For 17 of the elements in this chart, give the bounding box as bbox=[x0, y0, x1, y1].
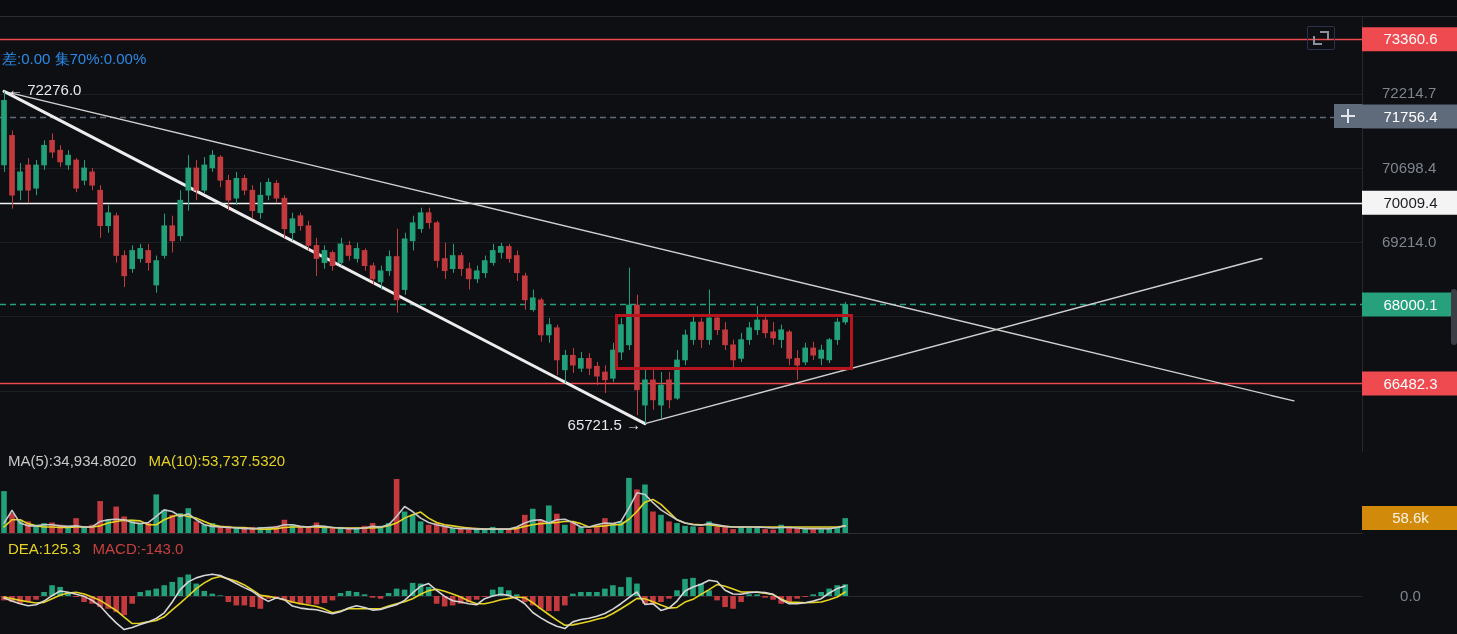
y-tick-label: 72214.7 bbox=[1381, 84, 1437, 102]
ref-line-label: 66482.3 bbox=[1383, 374, 1438, 392]
text: DEA:125.3 bbox=[8, 540, 81, 558]
series-label: MACD:-143.0 bbox=[92, 540, 184, 558]
ref-line-label: 0.0 bbox=[1400, 587, 1421, 605]
text: MA(5):34,934.8020 bbox=[8, 452, 137, 470]
ref-line-label: 70009.4 bbox=[1383, 193, 1438, 211]
annotation: 65721.5 → bbox=[567, 415, 641, 433]
text: MA(10):53,737.5320 bbox=[148, 452, 286, 470]
y-tick-label: 70698.4 bbox=[1381, 158, 1437, 176]
ref-line-label: 71756.4 bbox=[1383, 107, 1438, 125]
ref-line-label: 73360.6 bbox=[1383, 30, 1438, 48]
annotation: ← 72276.0 bbox=[8, 81, 82, 99]
text: 58.6k bbox=[1392, 509, 1430, 527]
y-tick-label: 69214.0 bbox=[1381, 232, 1437, 250]
ref-line-label: 68000.1 bbox=[1383, 295, 1438, 313]
annotation: 差:0.00 集70%:0.00% bbox=[2, 50, 147, 68]
